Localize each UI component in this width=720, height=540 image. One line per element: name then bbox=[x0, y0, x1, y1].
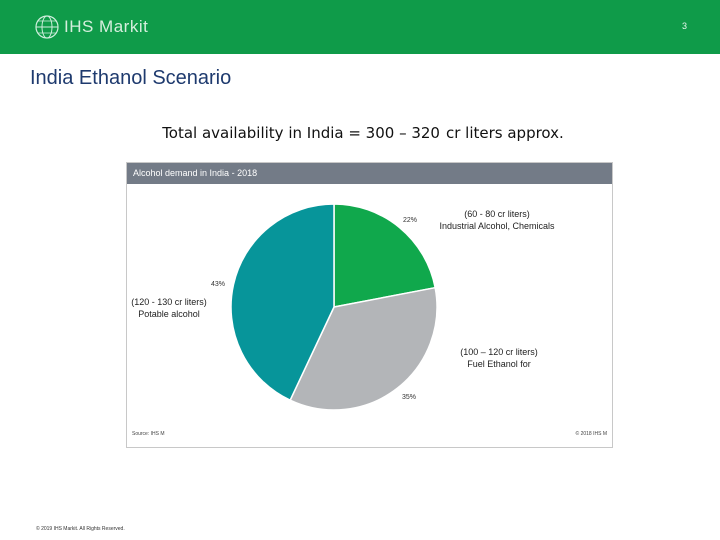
subtitle-text: Total availability in India = 300 – 320 bbox=[162, 124, 440, 142]
globe-logo-icon bbox=[35, 15, 59, 39]
page-title: India Ethanol Scenario bbox=[30, 67, 232, 89]
percent-label-industrial: 22% bbox=[403, 217, 417, 224]
pie-slice-industrial bbox=[333, 203, 437, 308]
header-bar: IHS Markit 3 bbox=[0, 0, 720, 54]
volume-label-potable: (120 - 130 cr liters) bbox=[131, 297, 207, 307]
percent-label-fuel: 35% bbox=[402, 394, 416, 401]
subtitle: Total availability in India = 300 – 320 c… bbox=[0, 124, 720, 142]
subtitle-unit: cr liters approx. bbox=[445, 124, 564, 142]
volume-label-fuel: (100 – 120 cr liters) bbox=[460, 347, 538, 357]
chart-panel: Alcohol demand in India - 2018 22% (60 - … bbox=[126, 162, 613, 448]
chart-copyright: © 2018 IHS M bbox=[575, 431, 607, 437]
chart-title: Alcohol demand in India - 2018 bbox=[133, 168, 258, 178]
logo: IHS Markit bbox=[34, 12, 148, 42]
footer-copyright: © 2019 IHS Markit. All Rights Reserved. bbox=[36, 526, 125, 532]
pie-chart: 22% (60 - 80 cr liters) Industrial Alcohol… bbox=[131, 203, 555, 411]
page-number: 3 bbox=[681, 21, 687, 31]
volume-label-industrial: (60 - 80 cr liters) bbox=[464, 209, 530, 219]
logo-text: IHS Markit bbox=[64, 17, 149, 36]
percent-label-potable: 43% bbox=[211, 281, 225, 288]
category-label-industrial: Industrial Alcohol, Chemicals bbox=[439, 221, 555, 231]
pie-slice-fuel bbox=[289, 286, 438, 411]
chart-source: Source: IHS M bbox=[132, 431, 165, 437]
pie-slice-potable bbox=[230, 203, 335, 402]
chart-header: Alcohol demand in India - 2018 bbox=[127, 163, 612, 184]
category-label-fuel: Fuel Ethanol for bbox=[467, 359, 531, 369]
category-label-potable: Potable alcohol bbox=[138, 309, 200, 319]
